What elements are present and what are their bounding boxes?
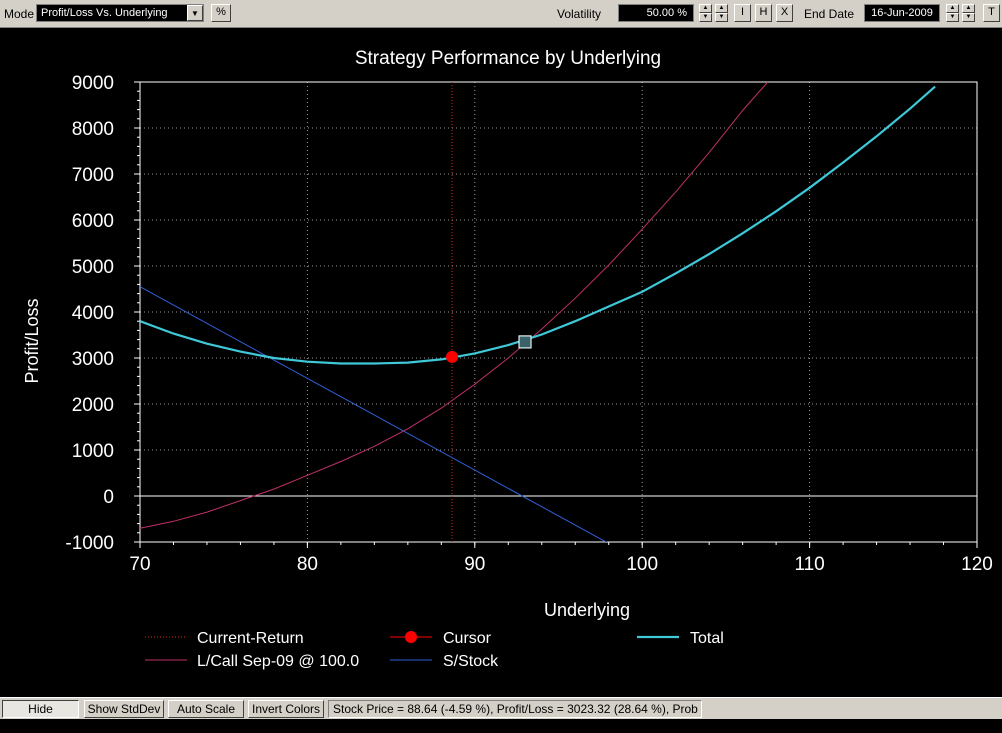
- arrow-up-icon: ▲: [718, 5, 725, 11]
- show-stddev-button[interactable]: Show StdDev: [84, 700, 164, 718]
- mode-label: Mode: [4, 7, 35, 21]
- end-date-label: End Date: [804, 7, 855, 21]
- arrow-up-icon: ▲: [965, 5, 972, 11]
- cursor-point: [446, 350, 459, 363]
- series-total-line: [140, 85, 936, 365]
- mode-dropdown-button[interactable]: ▼: [187, 5, 203, 21]
- series: [140, 82, 936, 542]
- series-call-line: [140, 82, 769, 529]
- volatility-up-fast-button[interactable]: ▲: [715, 4, 728, 13]
- arrow-down-icon: ▼: [965, 14, 972, 20]
- chart-title: Strategy Performance by Underlying: [355, 48, 661, 69]
- x-tick-label: 100: [626, 554, 658, 575]
- x-tick-label: 70: [129, 554, 150, 575]
- legend: Current-Return Cursor Total L/Call Sep-09 @…: [145, 630, 724, 670]
- legend-label: Total: [690, 630, 724, 647]
- toolbar: Mode Profit/Loss Vs. Underlying ▼ % Vola…: [0, 0, 1002, 28]
- volatility-field[interactable]: 50.00 %: [618, 4, 694, 22]
- end-date-field[interactable]: 16-Jun-2009: [864, 4, 940, 22]
- arrow-up-icon: ▲: [702, 5, 709, 11]
- y-tick-label: 4000: [72, 303, 114, 324]
- profit-loss-chart[interactable]: Strategy Performance by Underlying 70 80 9…: [0, 28, 1002, 697]
- invert-colors-button[interactable]: Invert Colors: [248, 700, 324, 718]
- y-tick-label: 9000: [72, 73, 114, 94]
- hide-positions-button[interactable]: Hide Positions: [2, 700, 79, 732]
- position-marker: [518, 335, 532, 349]
- y-axis-label: Profit/Loss: [22, 298, 42, 383]
- x-button[interactable]: X: [776, 4, 793, 22]
- y-tick-label: 6000: [72, 211, 114, 232]
- legend-swatch-cursor: [405, 631, 417, 643]
- y-tick-label: 3000: [72, 349, 114, 370]
- end-date-up-button[interactable]: ▲: [946, 4, 959, 13]
- legend-label: Cursor: [443, 630, 492, 647]
- volatility-down-fast-button[interactable]: ▼: [715, 13, 728, 22]
- status-bar: Hide Positions Show StdDev Auto Scale In…: [0, 697, 1002, 732]
- y-tick-label: 7000: [72, 165, 114, 186]
- legend-label: Current-Return: [197, 630, 304, 647]
- arrow-down-icon: ▼: [702, 14, 709, 20]
- chevron-down-icon: ▼: [191, 9, 199, 18]
- end-date-down-button[interactable]: ▼: [946, 13, 959, 22]
- y-tick-label: 1000: [72, 441, 114, 462]
- y-tick-label: 5000: [72, 257, 114, 278]
- x-tick-label: 110: [794, 554, 824, 575]
- plot-frame: [139, 81, 978, 543]
- i-button[interactable]: I: [734, 4, 751, 22]
- legend-label: S/Stock: [443, 653, 499, 670]
- grid: [140, 82, 977, 542]
- legend-label: L/Call Sep-09 @ 100.0: [197, 653, 359, 670]
- arrow-up-icon: ▲: [949, 5, 956, 11]
- series-stock-line: [140, 286, 608, 542]
- volatility-up-button[interactable]: ▲: [699, 4, 712, 13]
- arrow-down-icon: ▼: [949, 14, 956, 20]
- volatility-label: Volatility: [557, 7, 602, 21]
- chart-background: [0, 28, 1002, 697]
- x-axis-label: Underlying: [544, 600, 630, 620]
- end-date-down-fast-button[interactable]: ▼: [962, 13, 975, 22]
- y-tick-label: 2000: [72, 395, 114, 416]
- status-text: Stock Price = 88.64 (-4.59 %), Profit/Lo…: [328, 700, 702, 718]
- axes: 70 80 90 100 110 120 9000 8000 7000 6000 5000 4000 3…: [65, 73, 992, 575]
- arrow-down-icon: ▼: [718, 14, 725, 20]
- h-button[interactable]: H: [755, 4, 772, 22]
- percent-button[interactable]: %: [211, 4, 231, 22]
- mode-select-value: Profit/Loss Vs. Underlying: [41, 7, 168, 19]
- y-tick-label: 0: [103, 487, 114, 508]
- y-tick-label: 8000: [72, 119, 114, 140]
- t-button[interactable]: T: [983, 4, 1000, 22]
- mode-select[interactable]: Profit/Loss Vs. Underlying: [36, 4, 204, 22]
- x-tick-label: 120: [961, 554, 993, 575]
- volatility-down-button[interactable]: ▼: [699, 13, 712, 22]
- auto-scale-button[interactable]: Auto Scale: [168, 700, 244, 718]
- x-tick-label: 80: [297, 554, 318, 575]
- x-tick-label: 90: [464, 554, 485, 575]
- end-date-up-fast-button[interactable]: ▲: [962, 4, 975, 13]
- y-tick-label: -1000: [65, 533, 114, 554]
